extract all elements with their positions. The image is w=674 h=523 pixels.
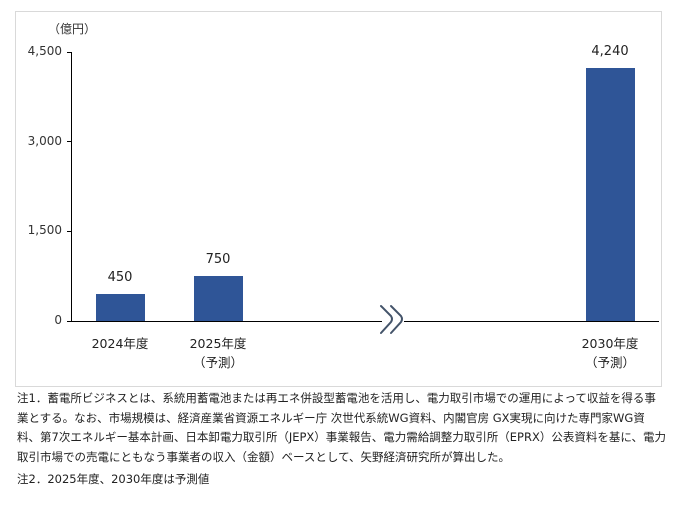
bar-value-label-2024: 450 bbox=[107, 270, 133, 285]
y-axis-line bbox=[71, 52, 72, 322]
y-tick-mark bbox=[67, 141, 71, 142]
footnotes: 注1．蓄電所ビジネスとは、系統用蓄電池または再エネ併設型蓄電池を活用し、電力取引… bbox=[17, 389, 667, 490]
y-tick-label-1500: 1,500 bbox=[27, 223, 62, 237]
category-label-line1: 2024年度 bbox=[91, 336, 149, 351]
y-tick-label-0: 0 bbox=[54, 313, 62, 327]
footnote-2: 注2．2025年度、2030年度は予測値 bbox=[17, 472, 210, 486]
category-label-2024: 2024年度 bbox=[70, 334, 170, 353]
y-tick-label-3000: 3,000 bbox=[27, 134, 62, 148]
category-label-line2: （予測） bbox=[192, 355, 243, 370]
category-label-line2: （予測） bbox=[584, 355, 635, 370]
bar-2030 bbox=[586, 68, 635, 321]
axis-break-icon bbox=[380, 305, 404, 334]
y-tick-label-4500: 4,500 bbox=[27, 44, 62, 58]
bar-value-label-2030: 4,240 bbox=[591, 44, 629, 59]
category-label-line1: 2030年度 bbox=[581, 336, 639, 351]
y-tick-mark bbox=[67, 231, 71, 232]
bar-value-label-2025: 750 bbox=[205, 252, 231, 267]
category-label-2025: 2025年度 （予測） bbox=[168, 334, 268, 372]
category-label-line1: 2025年度 bbox=[189, 336, 247, 351]
chart-frame bbox=[15, 11, 662, 387]
y-tick-mark bbox=[67, 321, 71, 322]
bar-2025 bbox=[194, 276, 243, 321]
category-label-2030: 2030年度 （予測） bbox=[560, 334, 660, 372]
x-axis-line bbox=[71, 321, 659, 322]
bar-2024 bbox=[96, 294, 145, 321]
y-axis-unit-label: （億円） bbox=[48, 22, 97, 36]
y-tick-mark bbox=[67, 52, 71, 53]
footnote-1: 注1．蓄電所ビジネスとは、系統用蓄電池または再エネ併設型蓄電池を活用し、電力取引… bbox=[17, 391, 667, 464]
